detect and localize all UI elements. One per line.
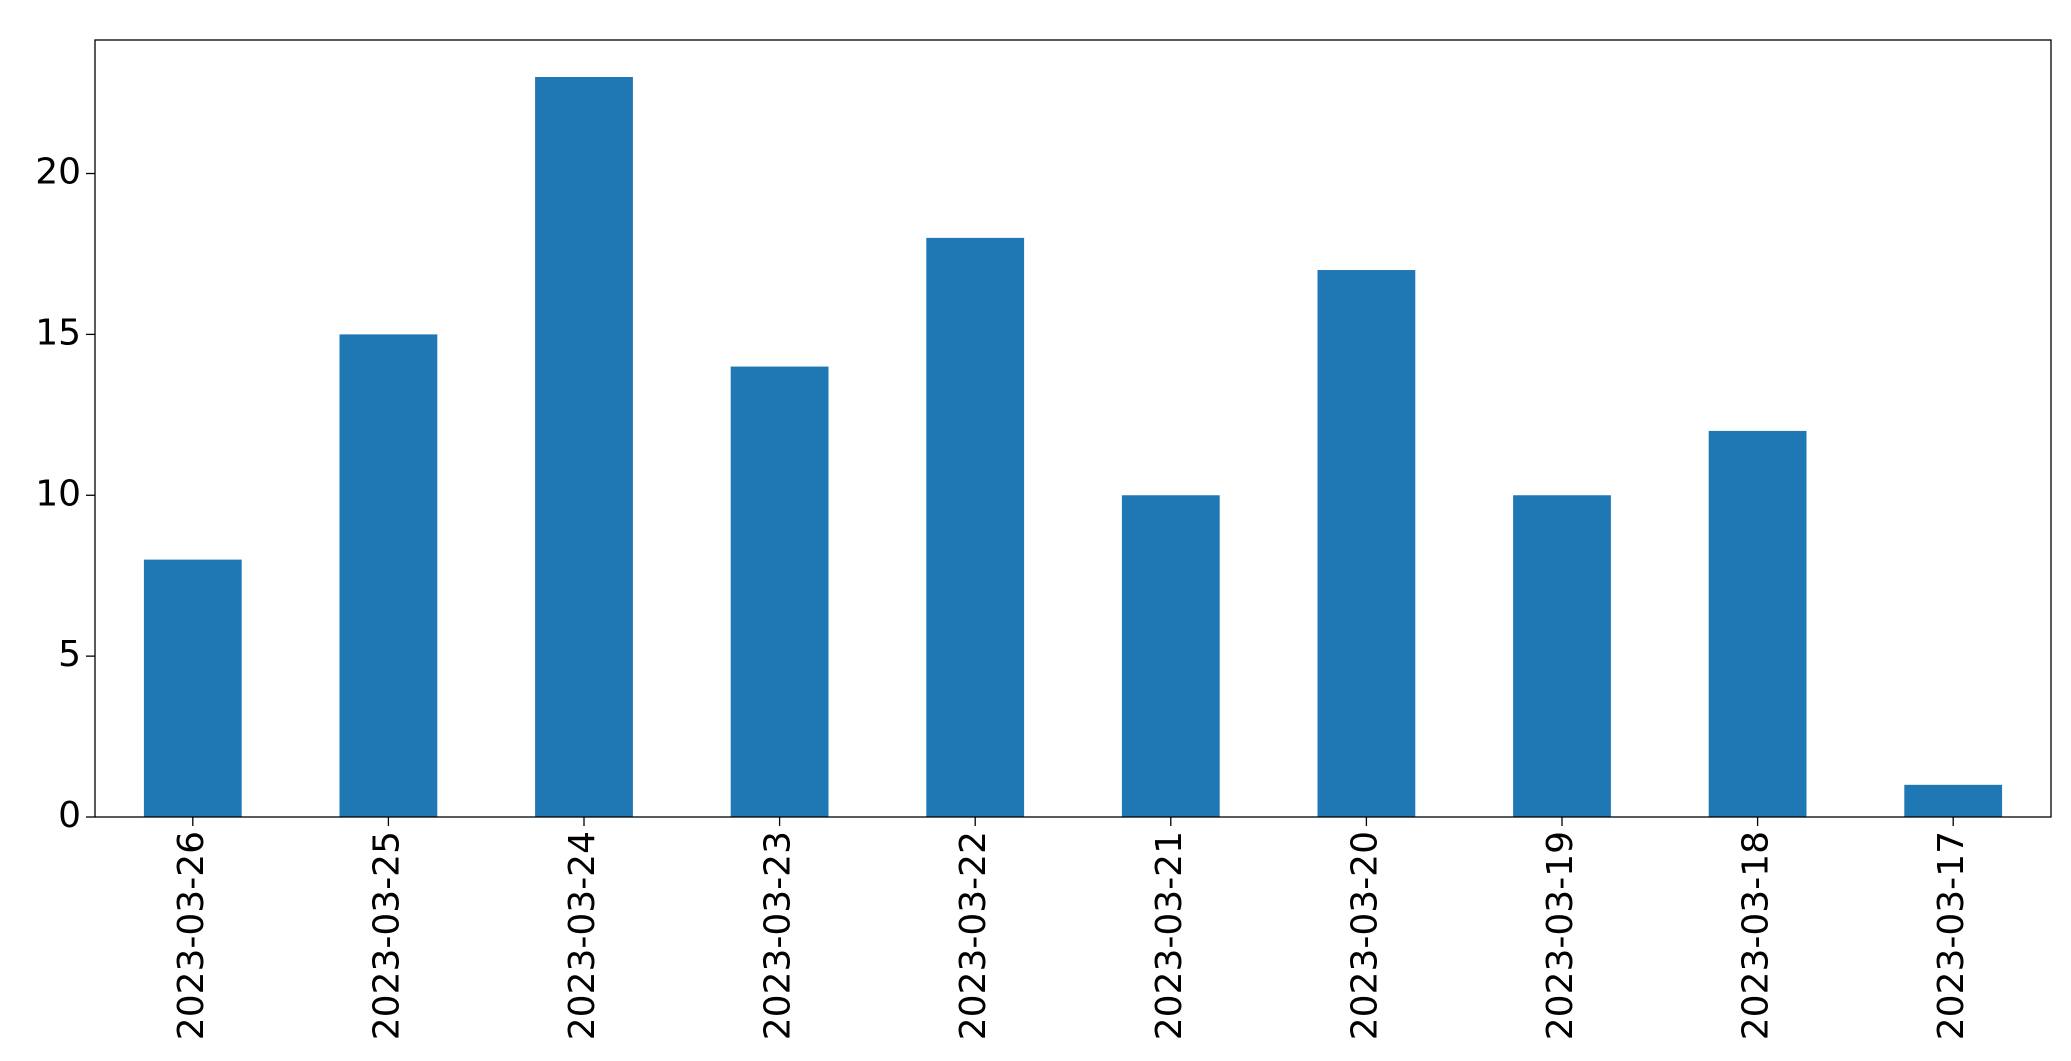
y-tick-label: 20 xyxy=(35,152,81,193)
x-tick-label: 2023-03-23 xyxy=(758,831,799,1040)
plot-frame xyxy=(94,39,2052,818)
bar xyxy=(143,559,242,817)
bar xyxy=(730,366,829,817)
bar xyxy=(1317,270,1416,818)
x-tick-label: 2023-03-18 xyxy=(1736,831,1777,1040)
x-tick-label: 2023-03-17 xyxy=(1931,831,1972,1040)
x-tick-label: 2023-03-20 xyxy=(1344,831,1385,1040)
x-tick-label: 2023-03-21 xyxy=(1149,831,1190,1040)
bar xyxy=(1708,430,1807,817)
bar xyxy=(535,77,633,817)
x-tick-label: 2023-03-19 xyxy=(1540,831,1581,1040)
y-tick-label: 10 xyxy=(35,473,81,514)
bar xyxy=(1513,495,1611,817)
bar xyxy=(1121,495,1220,817)
x-tick-label: 2023-03-26 xyxy=(171,831,212,1040)
x-tick-label: 2023-03-24 xyxy=(562,831,603,1040)
x-tick-label: 2023-03-25 xyxy=(366,831,407,1040)
bar xyxy=(1904,784,2003,817)
y-tick-label: 0 xyxy=(58,795,81,836)
x-tick-label: 2023-03-22 xyxy=(953,831,994,1040)
bar xyxy=(926,237,1025,817)
y-tick-label: 15 xyxy=(35,312,81,353)
bar xyxy=(339,334,438,817)
y-tick-label: 5 xyxy=(58,634,81,675)
